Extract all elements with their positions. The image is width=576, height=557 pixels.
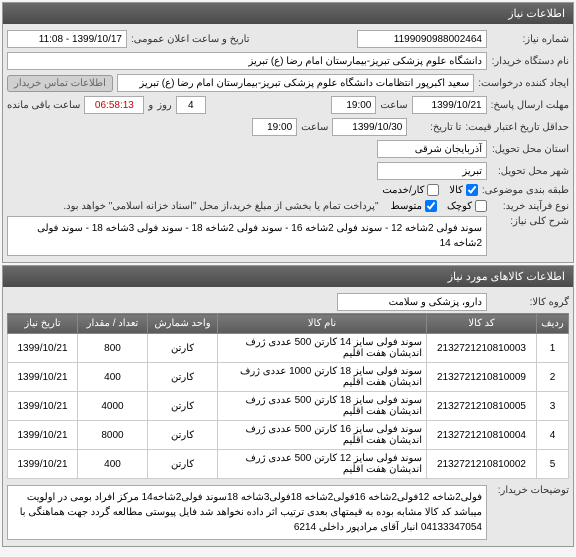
- countdown: 06:58:13: [84, 96, 144, 114]
- process-note: "پرداخت تمام یا بخشی از مبلغ خرید،از محل…: [63, 201, 378, 212]
- public-date-value: 1399/10/17 - 11:08: [7, 30, 127, 48]
- validity-time: 19:00: [252, 118, 297, 136]
- table-row: 52132721210810002سوند فولی سایز 12 کارتن…: [8, 450, 569, 479]
- info-header: اطلاعات نیاز: [3, 3, 573, 24]
- cell-name: سوند فولی سایز 18 کارتن 1000 عددی ژرف ان…: [218, 363, 427, 392]
- va-label: و: [148, 100, 153, 111]
- group-label: گروه کالا:: [491, 297, 569, 308]
- small-label: کوچک: [447, 201, 472, 212]
- saat-label-2: ساعت: [301, 122, 328, 133]
- cell-qty: 8000: [78, 421, 148, 450]
- contact-button[interactable]: اطلاعات تماس خریدار: [7, 75, 113, 92]
- col-code: کد کالا: [427, 314, 537, 334]
- city-label: شهر محل تحویل:: [491, 166, 569, 177]
- city-value: تبریز: [377, 162, 487, 180]
- items-header: اطلاعات کالاهای مورد نیاز: [3, 266, 573, 287]
- col-row: ردیف: [537, 314, 569, 334]
- cell-unit: کارتن: [148, 450, 218, 479]
- buyer-device-label: نام دستگاه خریدار:: [491, 56, 569, 67]
- rooz-label: روز: [157, 100, 172, 111]
- province-label: استان محل تحویل:: [491, 144, 569, 155]
- cell-unit: کارتن: [148, 392, 218, 421]
- small-checkbox[interactable]: کوچک: [447, 200, 487, 212]
- until-label: تا تاریخ:: [411, 122, 461, 133]
- classification-group: کالا کار/خدمت: [382, 184, 478, 196]
- cell-n: 2: [537, 363, 569, 392]
- cell-date: 1399/10/21: [8, 450, 78, 479]
- cell-date: 1399/10/21: [8, 334, 78, 363]
- table-row: 32132721210810005سوند فولی سایز 18 کارتن…: [8, 392, 569, 421]
- days-remaining: 4: [176, 96, 206, 114]
- col-unit: واحد شمارش: [148, 314, 218, 334]
- cell-date: 1399/10/21: [8, 392, 78, 421]
- cell-qty: 400: [78, 450, 148, 479]
- table-row: 12132721210810003سوند فولی سایز 14 کارتن…: [8, 334, 569, 363]
- remain-label: ساعت باقی مانده: [7, 100, 80, 111]
- cell-qty: 400: [78, 363, 148, 392]
- cell-code: 2132721210810003: [427, 334, 537, 363]
- process-group: کوچک متوسط: [391, 200, 487, 212]
- cell-qty: 800: [78, 334, 148, 363]
- work-checkbox[interactable]: کار/خدمت: [382, 184, 439, 196]
- creator-label: ایجاد کننده درخواست:: [478, 78, 569, 89]
- cell-date: 1399/10/21: [8, 421, 78, 450]
- deadline-time: 19:00: [331, 96, 376, 114]
- cell-name: سوند فولی سایز 12 کارتن 500 عددی ژرف اند…: [218, 450, 427, 479]
- validity-label: حداقل تاریخ اعتبار قیمت:: [465, 122, 569, 133]
- main-desc-value: سوند فولی 2شاخه 12 - سوند فولی 2شاخه 16 …: [7, 216, 487, 256]
- col-name: نام کالا: [218, 314, 427, 334]
- work-label: کار/خدمت: [382, 185, 424, 196]
- cell-n: 1: [537, 334, 569, 363]
- table-row: 22132721210810009سوند فولی سایز 18 کارتن…: [8, 363, 569, 392]
- goods-checkbox[interactable]: کالا: [449, 184, 478, 196]
- process-label: نوع فرآیند خرید:: [491, 201, 569, 212]
- cell-name: سوند فولی سایز 14 کارتن 500 عددی ژرف اند…: [218, 334, 427, 363]
- col-qty: تعداد / مقدار: [78, 314, 148, 334]
- medium-label: متوسط: [391, 201, 422, 212]
- table-row: 42132721210810004سوند فولی سایز 16 کارتن…: [8, 421, 569, 450]
- deadline-date: 1399/10/21: [412, 96, 487, 114]
- cell-code: 2132721210810005: [427, 392, 537, 421]
- saat-label-1: ساعت: [380, 100, 407, 111]
- items-table: ردیف کد کالا نام کالا واحد شمارش تعداد /…: [7, 313, 569, 479]
- medium-checkbox[interactable]: متوسط: [391, 200, 437, 212]
- cell-code: 2132721210810004: [427, 421, 537, 450]
- deadline-label: مهلت ارسال پاسخ:: [491, 100, 569, 111]
- group-value: دارو، پزشکی و سلامت: [337, 293, 487, 311]
- cell-date: 1399/10/21: [8, 363, 78, 392]
- goods-label: کالا: [449, 185, 463, 196]
- main-desc-label: شرح کلی نیاز:: [491, 216, 569, 227]
- cell-code: 2132721210810002: [427, 450, 537, 479]
- cell-unit: کارتن: [148, 363, 218, 392]
- need-number-value: 1199090988002464: [357, 30, 487, 48]
- explanations-value: فولی2شاخه 12فولی2شاخه 16فولی2شاخه 18فولی…: [7, 485, 487, 540]
- cell-code: 2132721210810009: [427, 363, 537, 392]
- cell-unit: کارتن: [148, 421, 218, 450]
- public-date-label: تاریخ و ساعت اعلان عمومی:: [131, 34, 250, 45]
- validity-date: 1399/10/30: [332, 118, 407, 136]
- cell-qty: 4000: [78, 392, 148, 421]
- need-number-label: شماره نیاز:: [491, 34, 569, 45]
- cell-name: سوند فولی سایز 16 کارتن 500 عددی ژرف اند…: [218, 421, 427, 450]
- province-value: آذربایجان شرقی: [377, 140, 487, 158]
- cell-name: سوند فولی سایز 18 کارتن 500 عددی ژرف اند…: [218, 392, 427, 421]
- cell-n: 3: [537, 392, 569, 421]
- explanations-label: توضیحات خریدار:: [491, 485, 569, 496]
- col-date: تاریخ نیاز: [8, 314, 78, 334]
- cell-n: 4: [537, 421, 569, 450]
- buyer-device-value: دانشگاه علوم پزشکی تبریز-بیمارستان امام …: [7, 52, 487, 70]
- cell-n: 5: [537, 450, 569, 479]
- creator-value: سعید اکبرپور انتظامات دانشگاه علوم پزشکی…: [117, 74, 474, 92]
- cell-unit: کارتن: [148, 334, 218, 363]
- classification-label: طبقه بندی موضوعی:: [482, 185, 569, 196]
